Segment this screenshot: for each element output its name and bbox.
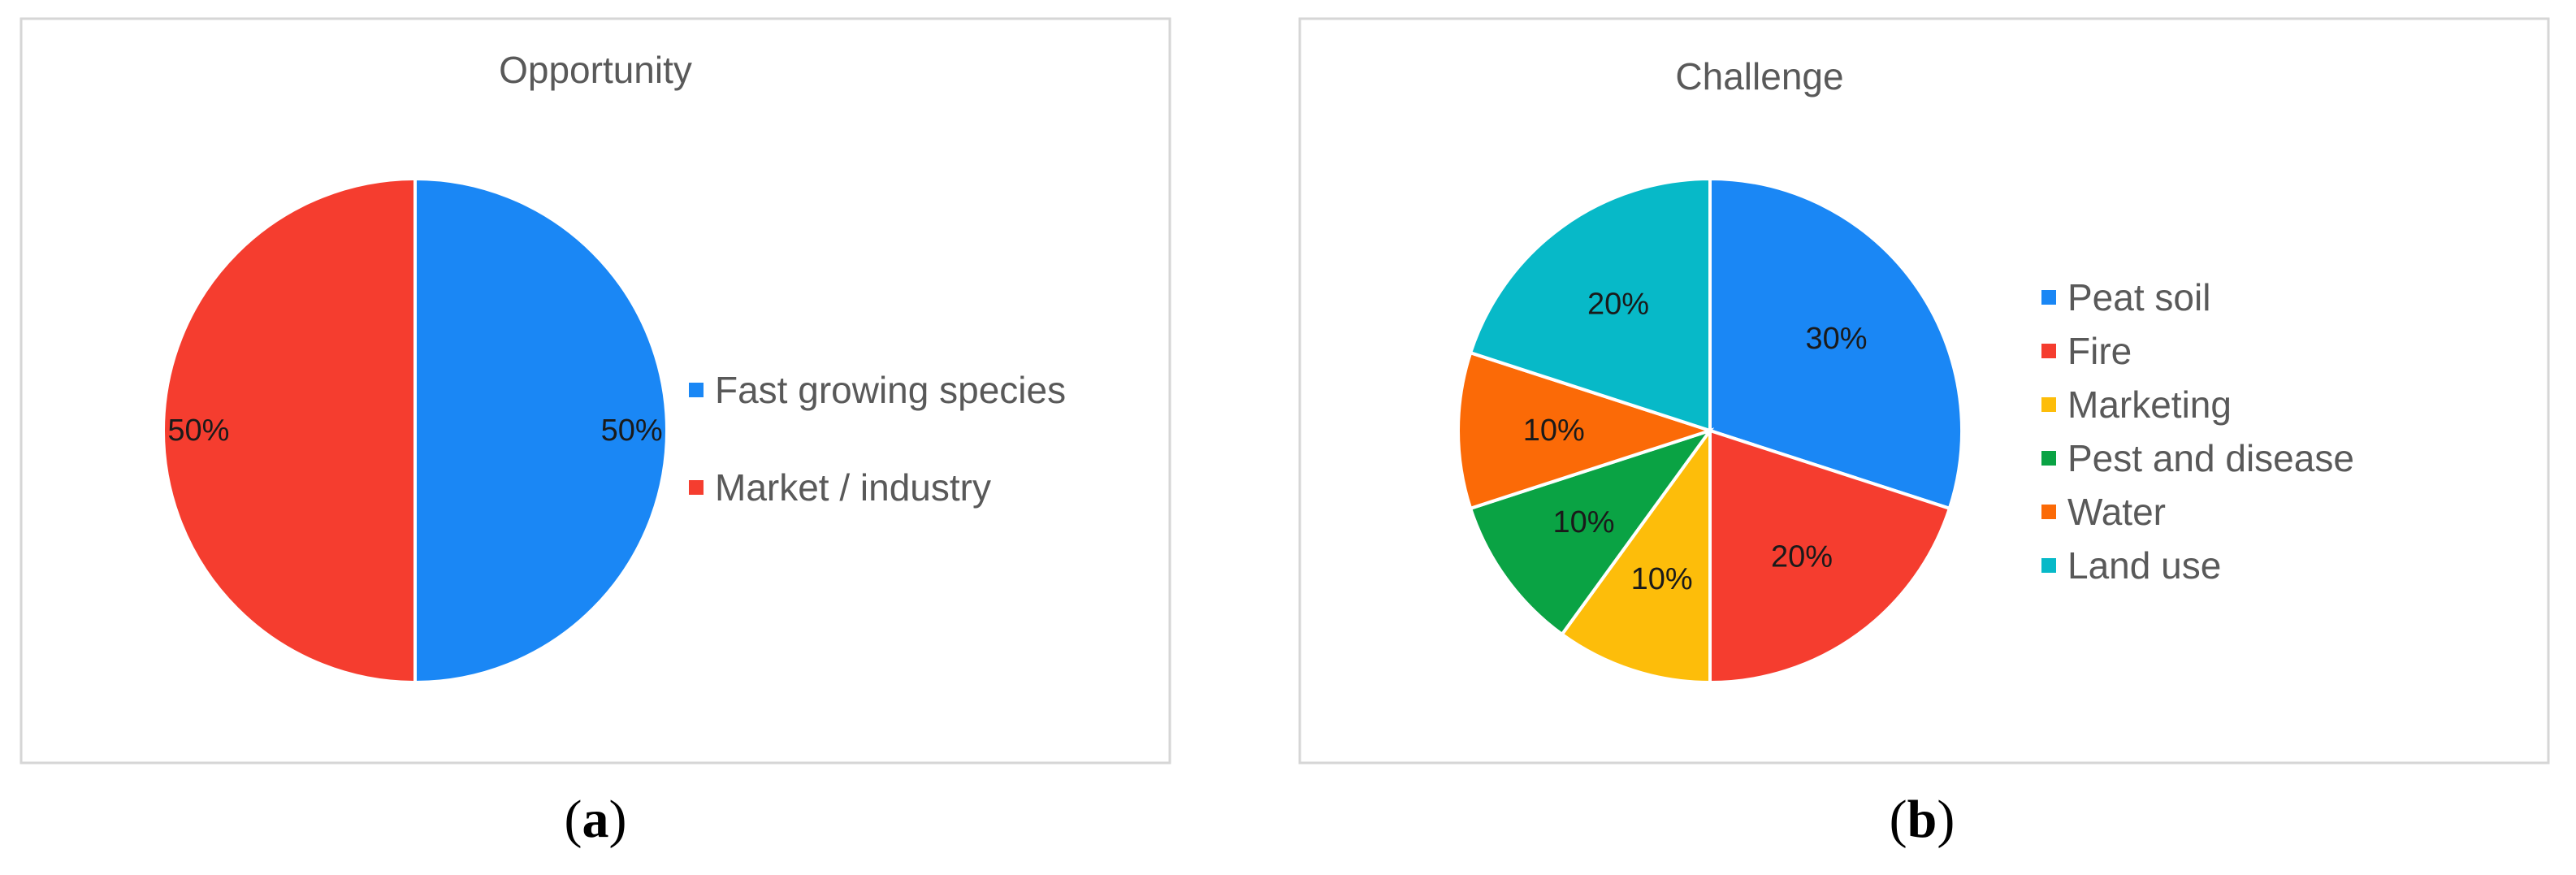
slice-market-industry	[162, 176, 417, 685]
legend-swatch-water	[2041, 505, 2056, 519]
data-label-peat-soil: 30%	[1805, 322, 1867, 356]
legend-label-fire: Fire	[2067, 330, 2132, 372]
legend-swatch-fast-growing-species	[689, 383, 704, 397]
slice-water	[1456, 350, 1716, 511]
chart-title-a: Opportunity	[499, 49, 692, 91]
caption-b: (b)	[1890, 790, 1955, 849]
caption-b-letter: b	[1907, 790, 1937, 849]
legend-swatch-peat-soil	[2041, 290, 2056, 305]
legend-b: Peat soil Fire Marketing Pest and disease Wa…	[2041, 276, 2354, 587]
caption-a-close: )	[609, 790, 627, 849]
slice-fire	[1708, 428, 1952, 685]
caption-a: (a)	[565, 790, 627, 849]
legend-label-land-use: Land use	[2067, 544, 2221, 587]
legend-label-peat-soil: Peat soil	[2067, 276, 2210, 318]
legend-a: Fast growing species Market / industry	[689, 369, 1066, 509]
pie-a-slices	[162, 176, 669, 685]
legend-label-marketing: Marketing	[2067, 383, 2232, 426]
legend-swatch-fire	[2041, 344, 2056, 358]
legend-swatch-pest-and-disease	[2041, 451, 2056, 466]
data-label-market-industry: 50%	[167, 414, 229, 448]
data-label-fire: 20%	[1771, 540, 1833, 574]
chart-title-b: Challenge	[1675, 55, 1843, 97]
pie-b-slices	[1456, 176, 1963, 685]
data-label-water: 10%	[1523, 414, 1585, 448]
data-label-pest-and-disease: 10%	[1552, 505, 1614, 539]
caption-a-open: (	[565, 790, 582, 849]
data-label-fast-growing-species: 50%	[601, 414, 663, 448]
data-label-marketing: 10%	[1631, 562, 1693, 596]
slice-marketing	[1559, 425, 1712, 685]
legend-label-fast-growing-species: Fast growing species	[715, 369, 1066, 411]
slice-peat-soil	[1708, 176, 1963, 511]
caption-b-open: (	[1890, 790, 1907, 849]
legend-label-market-industry: Market / industry	[715, 466, 991, 509]
caption-b-close: )	[1937, 790, 1955, 849]
legend-label-water: Water	[2067, 491, 2166, 533]
caption-a-letter: a	[582, 790, 609, 849]
panel-a: Opportunity 50% 50% Fast growing species M…	[19, 17, 1171, 765]
slice-land-use	[1468, 176, 1712, 433]
panel-b: Challenge 30% 20% 10% 10% 10% 20% Peat soil Fi…	[1298, 17, 2550, 765]
slice-pest-and-disease	[1468, 427, 1715, 637]
data-label-land-use: 20%	[1587, 288, 1649, 322]
pie-b-data-labels: 30% 20% 10% 10% 10% 20%	[1523, 288, 1868, 596]
legend-swatch-market-industry	[689, 480, 704, 495]
legend-label-pest-and-disease: Pest and disease	[2067, 437, 2354, 479]
legend-swatch-marketing	[2041, 397, 2056, 412]
legend-swatch-land-use	[2041, 558, 2056, 573]
slice-fast-growing-species	[413, 176, 669, 685]
pie-a-data-labels: 50% 50%	[167, 414, 662, 448]
